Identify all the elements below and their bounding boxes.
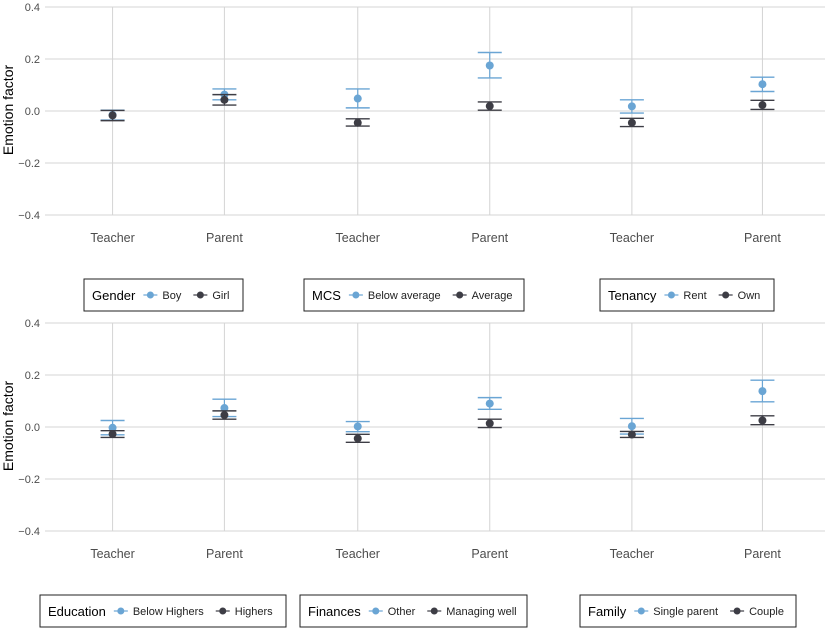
- x-category-label: Teacher: [90, 231, 134, 245]
- y-tick-label: −0.4: [18, 526, 40, 538]
- legend-title: Family: [588, 604, 627, 619]
- legend-box: [299, 594, 528, 628]
- legend-key-point: [733, 607, 741, 615]
- data-point: [353, 434, 362, 443]
- x-category-label: Parent: [744, 231, 781, 245]
- data-point: [758, 416, 767, 425]
- legend-label: Below Highers: [133, 606, 204, 618]
- data-point: [485, 102, 494, 111]
- legend-label: Girl: [212, 290, 229, 302]
- data-point: [627, 102, 636, 111]
- y-tick-label: 0.2: [25, 54, 40, 66]
- legend-key-point: [372, 607, 380, 615]
- data-point: [485, 419, 494, 428]
- legend-label: Boy: [162, 290, 181, 302]
- x-category-label: Teacher: [90, 547, 134, 561]
- x-category-label: Teacher: [336, 231, 380, 245]
- x-category-label: Parent: [744, 547, 781, 561]
- data-point: [485, 61, 494, 70]
- y-axis-title: Emotion factor: [0, 381, 16, 472]
- legend-label: Managing well: [446, 606, 516, 618]
- data-point: [108, 430, 117, 439]
- legend-box: [303, 278, 525, 312]
- data-point: [758, 101, 767, 110]
- data-point: [220, 404, 229, 413]
- data-point: [108, 111, 117, 120]
- x-category-label: Teacher: [610, 547, 654, 561]
- x-category-label: Teacher: [336, 547, 380, 561]
- y-tick-label: −0.2: [18, 474, 40, 486]
- legend-box: [579, 594, 797, 628]
- legend-label: Rent: [683, 290, 706, 302]
- data-point: [627, 118, 636, 127]
- data-point: [485, 399, 494, 408]
- legend-key-point: [117, 607, 125, 615]
- legend-key-point: [352, 291, 360, 299]
- legend-key-point: [722, 291, 730, 299]
- data-point: [220, 95, 229, 104]
- y-axis-title: Emotion factor: [0, 65, 16, 156]
- x-category-label: Parent: [471, 547, 508, 561]
- y-tick-label: −0.4: [18, 210, 40, 222]
- data-point: [627, 430, 636, 439]
- data-point: [353, 118, 362, 127]
- data-point: [758, 387, 767, 396]
- legend-label: Below average: [368, 290, 441, 302]
- legend-key-point: [430, 607, 438, 615]
- legend-key-point: [219, 607, 227, 615]
- data-point: [108, 423, 117, 432]
- y-tick-label: 0.0: [25, 106, 40, 118]
- legend-label: Couple: [749, 606, 784, 618]
- legend-label: Highers: [235, 606, 273, 618]
- legend-key-point: [456, 291, 464, 299]
- legend-key-point: [637, 607, 645, 615]
- data-point: [220, 411, 229, 420]
- data-point: [353, 422, 362, 431]
- legend-box: [83, 278, 244, 312]
- legend-label: Average: [472, 290, 513, 302]
- legend-title: Education: [48, 604, 106, 619]
- legend-box: [39, 594, 287, 628]
- x-category-label: Parent: [471, 231, 508, 245]
- y-tick-label: 0.4: [25, 318, 40, 330]
- y-tick-label: −0.2: [18, 158, 40, 170]
- x-category-label: Teacher: [610, 231, 654, 245]
- x-category-label: Parent: [206, 547, 243, 561]
- data-point: [627, 422, 636, 431]
- y-tick-label: 0.0: [25, 422, 40, 434]
- legend-title: Finances: [308, 604, 361, 619]
- y-tick-label: 0.4: [25, 2, 40, 14]
- legend-label: Single parent: [653, 606, 718, 618]
- legend-label: Other: [388, 606, 416, 618]
- legend-key-point: [196, 291, 204, 299]
- legend-box: [599, 278, 775, 312]
- legend-title: Gender: [92, 288, 136, 303]
- legend-key-point: [667, 291, 675, 299]
- legend-label: Own: [738, 290, 761, 302]
- data-point: [353, 94, 362, 103]
- y-tick-label: 0.2: [25, 370, 40, 382]
- x-category-label: Parent: [206, 231, 243, 245]
- legend-key-point: [146, 291, 154, 299]
- data-point: [758, 80, 767, 89]
- legend-title: Tenancy: [608, 288, 657, 303]
- legend-title: MCS: [312, 288, 341, 303]
